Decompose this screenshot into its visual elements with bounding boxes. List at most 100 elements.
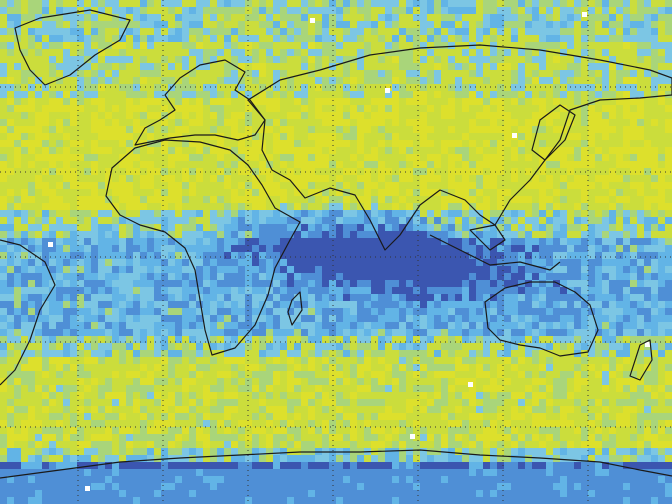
field-cell <box>525 56 532 63</box>
field-cell <box>7 252 14 259</box>
field-cell <box>595 35 602 42</box>
field-cell <box>42 7 49 14</box>
field-cell <box>371 308 378 315</box>
field-cell <box>119 175 126 182</box>
field-cell <box>28 273 35 280</box>
field-cell <box>441 21 448 28</box>
field-cell <box>413 210 420 217</box>
field-cell <box>140 287 147 294</box>
field-cell <box>42 56 49 63</box>
field-cell <box>49 336 56 343</box>
field-cell <box>21 14 28 21</box>
field-cell <box>546 308 553 315</box>
field-cell <box>35 280 42 287</box>
field-cell <box>350 273 357 280</box>
field-cell <box>84 266 91 273</box>
field-cell <box>147 287 154 294</box>
field-cell <box>245 196 252 203</box>
field-cell <box>168 0 175 7</box>
field-cell <box>112 210 119 217</box>
field-cell <box>399 203 406 210</box>
field-cell <box>70 140 77 147</box>
field-cell <box>189 224 196 231</box>
field-cell <box>119 308 126 315</box>
field-cell <box>273 35 280 42</box>
field-cell <box>28 336 35 343</box>
field-cell <box>112 14 119 21</box>
field-cell <box>469 350 476 357</box>
field-cell <box>168 56 175 63</box>
field-cell <box>91 189 98 196</box>
field-cell <box>28 308 35 315</box>
field-cell <box>637 119 644 126</box>
field-cell <box>630 336 637 343</box>
field-cell <box>413 287 420 294</box>
field-cell <box>140 168 147 175</box>
field-cell <box>336 231 343 238</box>
field-cell <box>336 161 343 168</box>
field-cell <box>84 168 91 175</box>
field-cell <box>490 161 497 168</box>
field-cell <box>581 357 588 364</box>
field-cell <box>406 7 413 14</box>
field-cell <box>448 70 455 77</box>
field-cell <box>77 119 84 126</box>
field-cell <box>189 182 196 189</box>
field-cell <box>371 84 378 91</box>
field-cell <box>441 182 448 189</box>
field-cell <box>175 189 182 196</box>
field-cell <box>42 98 49 105</box>
field-cell <box>560 147 567 154</box>
field-cell <box>56 133 63 140</box>
field-cell <box>140 147 147 154</box>
field-cell <box>105 189 112 196</box>
field-cell <box>266 210 273 217</box>
field-cell <box>77 91 84 98</box>
field-cell <box>616 336 623 343</box>
field-cell <box>385 35 392 42</box>
field-cell <box>154 189 161 196</box>
field-cell <box>140 231 147 238</box>
field-cell <box>154 273 161 280</box>
field-cell <box>196 287 203 294</box>
field-cell <box>0 252 7 259</box>
field-cell <box>161 161 168 168</box>
field-cell <box>196 70 203 77</box>
field-cell <box>602 14 609 21</box>
field-cell <box>434 112 441 119</box>
field-cell <box>595 126 602 133</box>
field-cell <box>483 238 490 245</box>
field-cell <box>210 259 217 266</box>
field-cell <box>21 364 28 371</box>
field-cell <box>574 182 581 189</box>
field-cell <box>483 189 490 196</box>
field-cell <box>595 322 602 329</box>
field-cell <box>42 315 49 322</box>
field-cell <box>336 0 343 7</box>
field-cell <box>154 238 161 245</box>
field-cell <box>126 175 133 182</box>
field-cell <box>35 175 42 182</box>
field-cell <box>63 147 70 154</box>
field-cell <box>644 119 651 126</box>
field-cell <box>567 105 574 112</box>
field-cell <box>427 14 434 21</box>
field-cell <box>266 91 273 98</box>
field-cell <box>427 98 434 105</box>
field-cell <box>161 231 168 238</box>
field-cell <box>399 28 406 35</box>
field-cell <box>126 189 133 196</box>
field-cell <box>56 0 63 7</box>
field-cell <box>308 35 315 42</box>
field-cell <box>21 357 28 364</box>
field-cell <box>406 147 413 154</box>
field-cell <box>84 98 91 105</box>
field-cell <box>147 42 154 49</box>
field-cell <box>210 112 217 119</box>
field-cell <box>0 140 7 147</box>
field-cell <box>539 42 546 49</box>
field-cell <box>469 119 476 126</box>
field-cell <box>595 259 602 266</box>
field-cell <box>504 77 511 84</box>
field-cell <box>588 329 595 336</box>
